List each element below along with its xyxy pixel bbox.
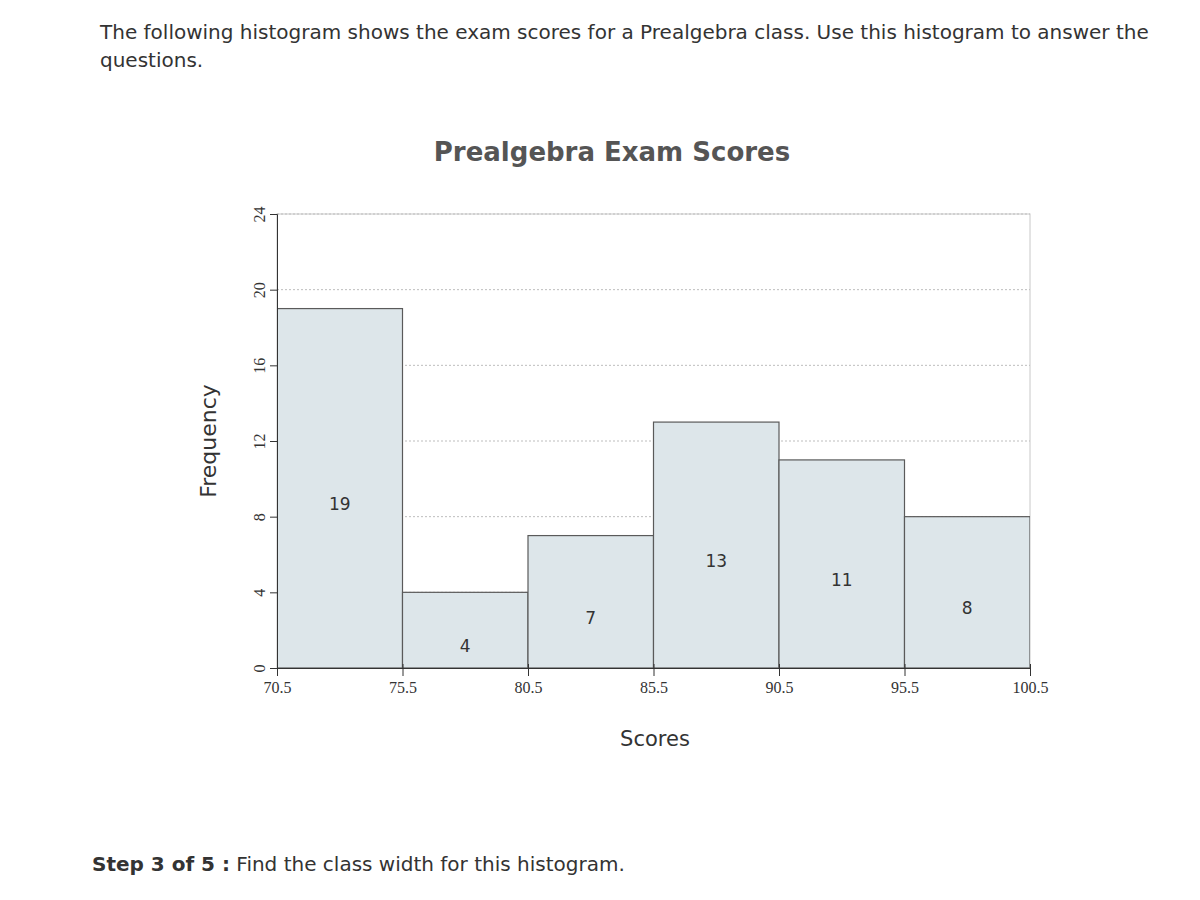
plot-frame <box>277 214 1030 668</box>
x-tick: 100.5 <box>1013 664 1049 696</box>
step: Step 3 of 5 : Find the class width for t… <box>92 852 625 876</box>
y-tick-mark <box>270 441 277 442</box>
data-label: 19 <box>329 494 351 514</box>
grid-line <box>277 214 1030 215</box>
y-tick: 0 <box>251 665 277 673</box>
bar <box>654 422 780 668</box>
x-tick-mark <box>403 664 404 676</box>
question: The following histogram shows the exam s… <box>100 18 1160 74</box>
y-tick-label: 8 <box>251 513 268 521</box>
y-tick-label: 24 <box>251 207 268 223</box>
y-tick-label: 4 <box>251 589 268 597</box>
y-tick: 8 <box>251 513 277 521</box>
x-tick: 85.5 <box>640 664 668 696</box>
y-tick: 24 <box>251 207 277 223</box>
y-tick-label: 16 <box>251 358 268 374</box>
bar <box>277 309 403 668</box>
data-label: 7 <box>585 608 596 628</box>
x-tick-mark <box>1030 664 1031 676</box>
y-tick: 16 <box>251 358 277 374</box>
y-tick-mark <box>270 290 277 291</box>
grid-line <box>277 289 1030 290</box>
y-axis-title: Frequency <box>196 384 221 498</box>
x-tick: 95.5 <box>891 664 919 696</box>
x-tick-mark <box>654 664 655 676</box>
y-axis: 0 4 8 12 16 20 24 <box>251 207 278 673</box>
x-tick-label: 70.5 <box>264 679 292 696</box>
y-axis-line <box>270 215 278 669</box>
x-tick-label: 75.5 <box>389 679 417 696</box>
x-tick-mark <box>528 664 529 676</box>
y-tick-mark <box>270 592 277 593</box>
grid <box>277 214 1030 668</box>
data-label: 11 <box>831 570 853 590</box>
data-label: 4 <box>460 636 471 656</box>
x-tick-label: 100.5 <box>1013 679 1049 696</box>
y-tick: 20 <box>251 282 277 298</box>
data-label: 8 <box>962 598 973 618</box>
bar <box>905 517 1031 668</box>
x-tick-label: 90.5 <box>766 679 794 696</box>
x-tick: 80.5 <box>515 664 543 696</box>
step-text: Find the class width for this histogram. <box>236 852 624 876</box>
y-tick-mark <box>270 517 277 518</box>
x-axis: 70.5 75.5 80.5 85.5 90.5 95.5 100.5 <box>264 664 1049 696</box>
x-tick-label: 95.5 <box>891 679 919 696</box>
x-tick-mark <box>905 664 906 676</box>
chart: 19 4 7 13 11 8 70.5 75.5 80.5 85.5 90.5 95.5 100.5 0 4… <box>0 0 1200 900</box>
bar <box>779 460 905 668</box>
data-labels: 19 4 7 13 11 8 <box>329 494 973 656</box>
x-axis-title: Scores <box>620 727 690 751</box>
step-label: Step 3 of 5 : <box>92 852 230 876</box>
bar <box>528 536 654 668</box>
data-label: 13 <box>705 551 727 571</box>
y-tick-mark <box>270 668 277 669</box>
y-tick: 4 <box>251 589 277 597</box>
y-tick-mark <box>270 214 277 215</box>
bars <box>277 309 1030 668</box>
x-tick-label: 80.5 <box>515 679 543 696</box>
y-tick-mark <box>270 365 277 366</box>
x-tick-label: 85.5 <box>640 679 668 696</box>
y-tick-label: 0 <box>251 665 268 673</box>
x-tick: 75.5 <box>389 664 417 696</box>
x-tick: 90.5 <box>766 664 794 696</box>
bar <box>403 592 529 668</box>
y-tick-label: 20 <box>251 282 268 298</box>
y-tick: 12 <box>251 434 277 450</box>
x-tick-mark <box>779 664 780 676</box>
y-tick-label: 12 <box>251 434 268 450</box>
title: Prealgebra Exam Scores <box>434 137 790 167</box>
